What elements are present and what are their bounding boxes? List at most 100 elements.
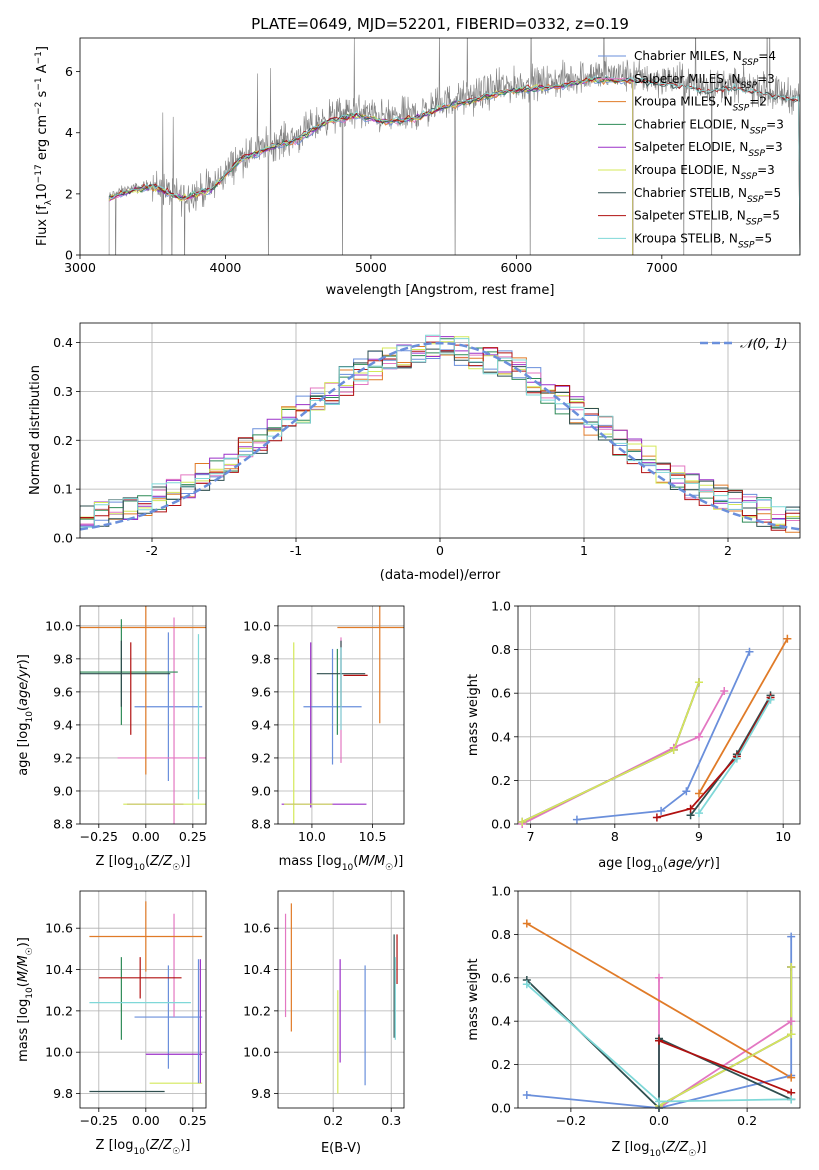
y-tick-label: 0.8: [491, 927, 511, 942]
x-tick-label: 5000: [355, 260, 387, 275]
weight-marker: [686, 804, 695, 813]
figure-title: PLATE=0649, MJD=52201, FIBERID=0332, z=0…: [251, 15, 629, 33]
y-tick-label: 0.4: [491, 1014, 511, 1029]
axes-mass-vs-EBV: 0.2 0.3 9.8 10.0 10.2 10.4 10.6: [243, 890, 405, 1128]
weight-line-chabrier-elodie: [521, 681, 700, 823]
y-tick-label: 9.8: [53, 1086, 73, 1101]
model-line-chabrier-elodie: [109, 78, 634, 255]
x-tick-label: 0.25: [179, 829, 207, 844]
y-tick-label: 10.0: [243, 618, 271, 633]
x-tick-label: 10.0: [298, 829, 326, 844]
axes-spectrum: 3000 4000 5000 6000 7000 0 2 4 6 Chabrier MILES, …: [34, 37, 801, 298]
x-tick-label: -1: [290, 543, 302, 558]
axes-age-vs-mass: 10.0 10.5 8.8 9.0 9.2 9.4 9.6 9.8 10.0 mass [log1…: [243, 605, 405, 873]
x-tick-label: 4000: [210, 260, 242, 275]
y-tick-label: 0.0: [491, 1101, 511, 1116]
legend-entry-label: Chabrier STELIB, NSSP=5: [634, 186, 781, 205]
model-line-kroupa-elodie: [108, 77, 634, 255]
legend-entry-label: 𝒩(0, 1): [740, 337, 787, 352]
weight-marker: [787, 962, 796, 971]
x-axis-label: Z [log10(Z/Z☉)]: [612, 1140, 707, 1159]
y-tick-label: 6: [65, 64, 73, 79]
x-axis-label: wavelength [Angstrom, rest frame]: [326, 283, 555, 298]
x-tick-label: 9: [695, 829, 703, 844]
weight-marker: [522, 919, 531, 928]
x-tick-label: 2: [724, 543, 732, 558]
y-tick-label: 2: [65, 186, 73, 201]
y-tick-label: 10.6: [45, 921, 73, 936]
residual-legend: 𝒩(0, 1): [700, 337, 787, 352]
weight-marker: [522, 980, 531, 989]
plot-content-weight-vs-age: [521, 638, 789, 824]
y-tick-label: 0.0: [53, 531, 73, 546]
weight-line-salpeter-elodie: [521, 681, 700, 823]
x-axis-label: Z [log10(Z/Z☉)]: [96, 1138, 191, 1157]
x-tick-label: -2: [146, 543, 158, 558]
y-tick-label: 10.2: [243, 1003, 271, 1018]
weight-marker: [655, 1036, 663, 1045]
weight-marker: [522, 1090, 531, 1099]
y-axis-label: Flux [fλ10−17 erg cm−2 s−1 A−1]: [34, 46, 54, 246]
weight-marker: [657, 806, 666, 815]
y-tick-label: 0.4: [491, 729, 511, 744]
weight-line-kroupa-miles: [698, 638, 789, 794]
y-tick-label: 9.2: [53, 750, 73, 765]
y-tick-label: 10.2: [45, 1003, 73, 1018]
legend-entry-label: Salpeter ELODIE, NSSP=3: [634, 140, 783, 159]
x-tick-label: 1: [580, 543, 588, 558]
weight-marker: [652, 813, 661, 822]
plot-content-spectrum: [108, 38, 800, 255]
weight-marker: [655, 1097, 663, 1106]
y-tick-label: 10.6: [243, 921, 271, 936]
x-tick-label: 8: [611, 829, 619, 844]
y-axis-label: age [log10(age/yr)]: [16, 654, 35, 776]
y-tick-label: 10.0: [243, 1045, 271, 1060]
y-tick-label: 0.6: [491, 970, 511, 985]
y-tick-label: 0.2: [491, 1057, 511, 1072]
weight-marker: [655, 973, 663, 982]
spectrum-legend: Chabrier MILES, NSSP=4 Salpeter MILES, NS…: [598, 49, 784, 250]
axes-residuals: -2 -1 0 1 2 0.0 0.1 0.2 0.3 0.4 𝒩(0, 1) (data-model…: [28, 322, 801, 583]
x-tick-label: 7: [527, 829, 535, 844]
model-line-salpeter-miles: [108, 77, 634, 255]
x-axis-label: (data-model)/error: [380, 568, 501, 583]
legend-entry-label: Salpeter STELIB, NSSP=5: [634, 209, 780, 228]
weight-marker: [732, 754, 741, 763]
y-tick-label: 0.2: [53, 433, 73, 448]
x-axis-label: E(B-V): [321, 1141, 361, 1156]
axes-frame: [517, 605, 801, 825]
x-axis-label: Z [log10(Z/Z☉)]: [96, 854, 191, 873]
y-tick-label: 0.3: [53, 384, 73, 399]
axes-weight-vs-age: 7 8 9 10 0.0 0.2 0.4 0.6 0.8 1.0 age [log10(age/yr…: [466, 599, 801, 875]
weight-marker: [669, 745, 678, 754]
weight-marker: [766, 695, 775, 704]
x-tick-label: −0.25: [80, 1113, 118, 1128]
weight-line-salpeter-stelib: [656, 697, 772, 819]
y-tick-label: 4: [65, 125, 73, 140]
y-axis-label: mass [log10(M/M☉)]: [16, 937, 35, 1062]
model-line-chabrier-miles: [108, 78, 634, 255]
x-tick-label: −0.25: [80, 829, 118, 844]
spectrum-data-line: [108, 38, 800, 255]
axes-age-vs-Z: −0.25 0.00 0.25 8.8 9.0 9.2 9.4 9.6 9.8 10.0 Z [lo…: [16, 605, 207, 873]
plot-content-age-vs-mass: [281, 606, 404, 824]
weight-marker: [682, 787, 691, 796]
x-tick-label: 0.3: [381, 1113, 401, 1128]
plot-content-mass-vs-Z: [89, 901, 203, 1093]
x-axis-label: age [log10(age/yr)]: [598, 856, 720, 875]
axes-frame: [277, 605, 405, 825]
y-tick-label: 9.8: [53, 651, 73, 666]
x-tick-label: 0.0: [649, 1113, 669, 1128]
weight-line-kroupa-miles: [526, 922, 792, 1079]
x-tick-label: 10.5: [359, 829, 387, 844]
x-tick-label: 0.00: [132, 1113, 160, 1128]
y-tick-label: 1.0: [491, 884, 511, 899]
weight-line-salpeter-miles: [658, 977, 792, 1108]
axes-frame: [277, 890, 405, 1109]
weight-line-chabrier-miles: [576, 651, 751, 821]
y-tick-label: 8.8: [53, 817, 73, 832]
y-axis-label: mass weight: [466, 958, 481, 1040]
y-tick-label: 10.4: [45, 962, 73, 977]
weight-marker: [572, 815, 581, 824]
axes-frame: [79, 322, 801, 539]
